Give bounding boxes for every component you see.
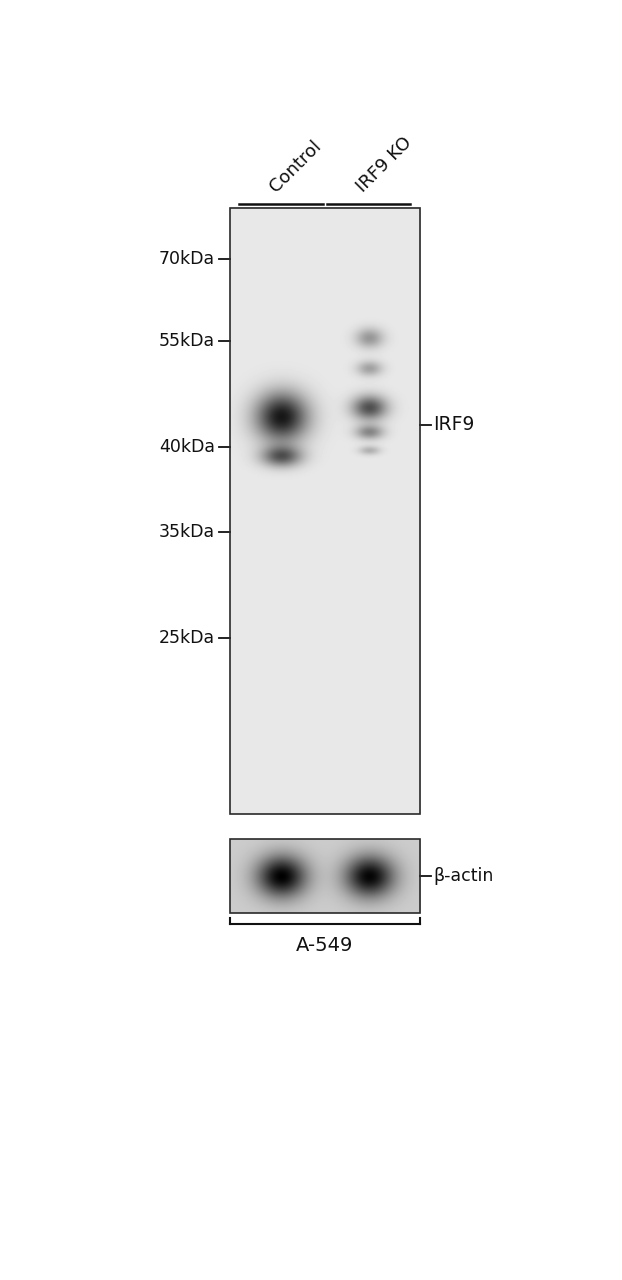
Text: IRF9: IRF9 [434, 415, 475, 434]
Text: A-549: A-549 [296, 936, 353, 955]
Text: 25kDa: 25kDa [159, 630, 215, 648]
Bar [230, 838, 420, 913]
Bar [230, 207, 420, 814]
Text: 35kDa: 35kDa [159, 524, 215, 541]
Text: 40kDa: 40kDa [159, 438, 215, 456]
Text: Control: Control [266, 137, 325, 196]
Text: β-actin: β-actin [434, 867, 494, 884]
Text: 55kDa: 55kDa [159, 332, 215, 351]
Text: IRF9 KO: IRF9 KO [353, 133, 415, 196]
Text: 70kDa: 70kDa [159, 251, 215, 269]
